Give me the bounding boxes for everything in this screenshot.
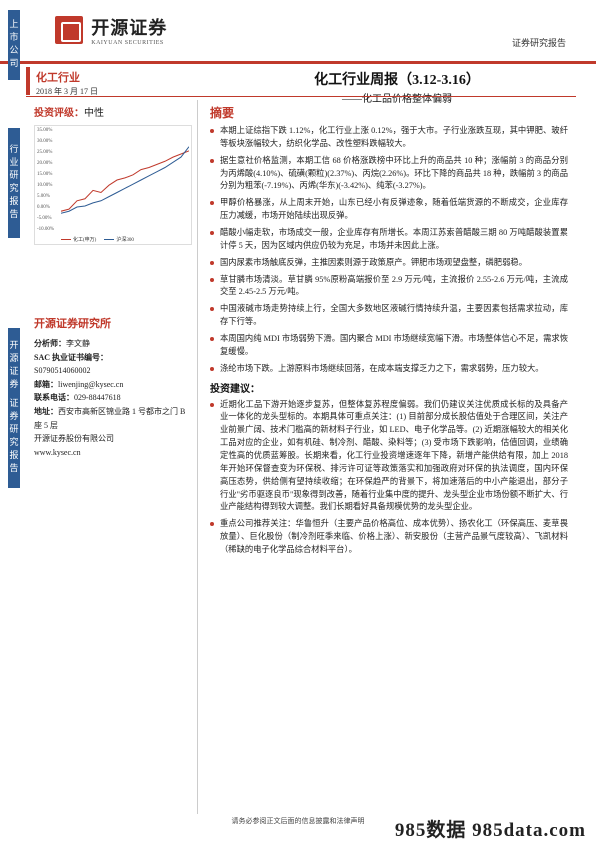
- advice-heading: 投资建议：: [210, 380, 568, 395]
- summary-item: 中国液碱市场走势持续上行，全国大多数地区液碱行情持续升温，主要因素包括需求拉动，…: [210, 303, 568, 329]
- company-name-cn: 开源证券: [91, 14, 167, 40]
- analyst-name: 李文静: [66, 339, 90, 348]
- side-label-3: 开源证券 证券研究报告: [8, 328, 20, 488]
- footer: 请务必参阅正文后面的信息披露和法律声明 985数据 985data.com: [0, 816, 596, 842]
- chart-legend: 化工(申万) 沪深300: [61, 236, 134, 243]
- side-label-1: 上市公司: [8, 10, 20, 80]
- institute-name: 开源证券研究所: [34, 315, 191, 331]
- summary-item: 本周国内纯 MDI 市场弱势下滑。国内聚合 MDI 市场继续宽幅下滑。市场整体信…: [210, 333, 568, 359]
- industry-label: 化工行业: [36, 69, 192, 85]
- rating-value: 中性: [84, 108, 104, 119]
- right-column: 摘要 本期上证综指下跌 1.12%，化工行业上涨 0.12%，强于大市。子行业涨…: [198, 100, 576, 814]
- rating-label: 投资评级：: [34, 108, 84, 119]
- rating-line: 投资评级：中性: [34, 104, 191, 119]
- summary-item: 草甘膦市场清淡。草甘膦 95%原粉高端报价至 2.9 万元/吨，主流报价 2.5…: [210, 274, 568, 300]
- watermark-stamp: 985数据 985data.com: [395, 815, 586, 842]
- side-label-2: 行业研究报告: [8, 128, 20, 238]
- title-underline: [26, 96, 576, 97]
- advice-item: 重点公司推荐关注：华鲁恒升（主要产品价格高位、成本优势）、扬农化工（环保高压、麦…: [210, 518, 568, 557]
- logo-icon: [55, 16, 83, 44]
- summary-item: 醋酸小幅走软，市场成交一般，企业库存有所增长。本周江苏索普醋酸三期 80 万吨醋…: [210, 227, 568, 253]
- summary-item: 据生意社价格监测，本期工信 68 价格涨跌榜中环比上升的商品共 10 种；涨幅前…: [210, 155, 568, 194]
- advice-item: 近期化工品下游开始逐步复苏，但整体复苏程度偏弱。我们仍建议关注优质成长标的及具备…: [210, 399, 568, 515]
- title-row: 化工行业 2018 年 3 月 17 日 化工行业周报（3.12-3.16） —…: [26, 67, 596, 95]
- company-logo: 开源证券 KAIYUAN SECURITIES: [55, 14, 167, 46]
- left-sidebar: 上市公司 行业研究报告 开源证券 证券研究报告: [0, 0, 26, 842]
- summary-item: 甲醇价格暴涨，从上周末开始，山东已经小有反弹迹象，随着低端货源的不断成交，企业库…: [210, 197, 568, 223]
- series-b: [61, 147, 189, 214]
- chart-y-axis: 35.00%30.00%25.00%20.00%15.00%10.00%5.00…: [37, 128, 61, 232]
- summary-heading: 摘要: [210, 104, 568, 121]
- legend-a: 化工(申万): [61, 236, 96, 243]
- analyst-email: liwenjing@kysec.cn: [58, 380, 123, 389]
- institute-company: 开源证券股份有限公司: [34, 432, 191, 446]
- company-name-en: KAIYUAN SECURITIES: [91, 40, 167, 46]
- header: 开源证券 KAIYUAN SECURITIES 证券研究报告: [0, 0, 596, 64]
- chart-plot: [61, 128, 189, 232]
- legend-b: 沪深300: [104, 236, 134, 243]
- doc-type: 证券研究报告: [512, 36, 566, 49]
- summary-item: 国内尿素市场触底反弹，主推因素则源于政策原产。钾肥市场观望盘整，磷肥弱稳。: [210, 257, 568, 270]
- left-column: 投资评级：中性 35.00%30.00%25.00%20.00%15.00%10…: [26, 100, 198, 814]
- analyst-tel: 029-88447618: [74, 393, 121, 402]
- sac-number: S0790514060002: [34, 364, 191, 378]
- report-title: 化工行业周报（3.12-3.16）: [198, 69, 596, 89]
- series-a: [61, 151, 189, 211]
- institute-block: 开源证券研究所 分析师：李文静 SAC 执业证书编号： S07905140600…: [34, 315, 191, 459]
- summary-item: 涤纶市场下跌。上游原料市场继续回落，在成本端支撑乏力之下，需求弱势，压力较大。: [210, 363, 568, 376]
- advice-list: 近期化工品下游开始逐步复苏，但整体复苏程度偏弱。我们仍建议关注优质成长标的及具备…: [210, 399, 568, 557]
- performance-chart: 35.00%30.00%25.00%20.00%15.00%10.00%5.00…: [34, 125, 192, 245]
- summary-item: 本期上证综指下跌 1.12%，化工行业上涨 0.12%，强于大市。子行业涨跌互现…: [210, 125, 568, 151]
- summary-list: 本期上证综指下跌 1.12%，化工行业上涨 0.12%，强于大市。子行业涨跌互现…: [210, 125, 568, 376]
- institute-site: www.kysec.cn: [34, 446, 191, 460]
